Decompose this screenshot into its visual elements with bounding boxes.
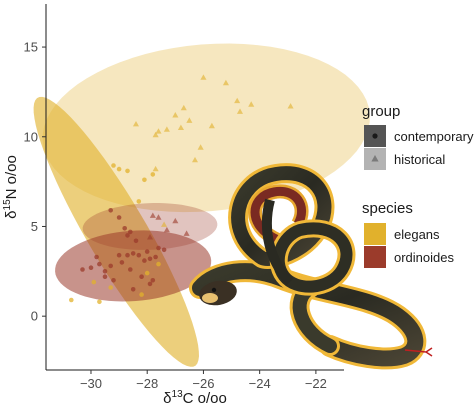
point-ordinoides-historical [155,214,162,220]
point-elegans-historical [155,128,162,134]
point-elegans-historical [132,121,139,127]
point-ordinoides-contemporary [125,233,130,238]
point-elegans-contemporary [150,172,156,177]
point-ordinoides-contemporary [108,208,113,213]
y-tick-label: 10 [24,129,38,144]
point-elegans-historical [161,221,168,227]
axes: −30 −28 −26 −24 −22 0 5 10 15 [24,4,344,391]
point-ordinoides-contemporary [150,278,156,283]
point-elegans-historical [177,124,184,130]
point-elegans-historical [152,131,159,138]
point-elegans-historical [248,101,255,107]
point-ordinoides-contemporary [147,256,153,262]
point-ordinoides-contemporary [102,269,108,274]
point-elegans-historical [197,144,204,150]
point-ordinoides-contemporary [111,278,116,283]
plot-area [33,43,370,367]
point-elegans-contemporary [111,163,116,168]
y-tick-label: 5 [31,219,38,234]
point-elegans-historical [180,104,187,111]
y-axis-title: δ15N o/oo [2,155,20,219]
legend-label-ordinoides: ordinoides [394,250,454,265]
point-ordinoides-contemporary [116,215,122,220]
point-ordinoides-historical [147,234,154,240]
point-elegans-contemporary [108,285,113,290]
point-ordinoides-contemporary [161,247,167,253]
point-elegans-historical [152,165,159,172]
point-elegans-contemporary [69,297,74,303]
point-elegans-historical [287,103,294,109]
point-ordinoides-contemporary [153,254,158,260]
point-ordinoides-contemporary [133,238,139,244]
legend-label-contemporary: contemporary [394,129,474,144]
x-tick-label: −22 [305,376,327,391]
y-tick-label: 0 [31,309,38,324]
point-ordinoides-contemporary [128,229,133,235]
point-ordinoides-contemporary [128,267,133,272]
point-ordinoides-contemporary [142,258,147,263]
point-ordinoides-contemporary [122,226,127,231]
legend-label-historical: historical [394,152,445,167]
point-elegans-historical [172,112,179,118]
point-ordinoides-historical [183,230,190,236]
legend-marker-historical [371,155,379,162]
point-elegans-contemporary [116,166,122,172]
point-elegans-historical [192,156,198,163]
x-ticks: −30 −28 −26 −24 −22 [80,370,327,391]
legend-marker-contemporary [372,133,378,139]
point-elegans-contemporary [91,279,97,285]
point-elegans-historical [200,74,207,80]
point-elegans-contemporary [156,261,161,267]
point-ordinoides-historical [172,217,179,224]
point-elegans-historical [222,79,229,86]
point-elegans-historical [236,108,243,114]
point-ordinoides-contemporary [102,274,108,280]
point-elegans-contemporary [97,299,102,305]
snake-illustration [189,163,433,370]
legend-species-title: species [362,200,413,217]
y-tick-label: 15 [24,40,38,55]
x-tick-label: −26 [192,376,214,391]
point-elegans-historical [163,126,170,132]
point-elegans-historical [234,97,241,104]
point-ordinoides-contemporary [108,263,113,269]
point-ordinoides-contemporary [94,254,99,260]
ellipse-elegans-contemporary [33,96,199,367]
point-ordinoides-contemporary [88,265,94,271]
legend-group: group contemporary historical [362,103,474,170]
point-elegans-contemporary [142,177,147,183]
point-ordinoides-contemporary [136,252,142,258]
point-ordinoides-contemporary [130,251,136,256]
x-axis-title: δ13C o/oo [163,389,227,407]
point-ordinoides-contemporary [97,261,102,267]
point-ordinoides-contemporary [80,267,85,272]
point-elegans-historical [186,117,193,123]
point-ordinoides-contemporary [130,287,136,292]
legend-key-ordinoides [364,246,386,268]
point-ordinoides-historical [149,212,156,218]
point-elegans-contemporary [139,292,144,297]
point-elegans-historical [208,122,215,129]
point-elegans-contemporary [144,270,150,276]
legend-species: species elegans ordinoides [362,200,454,268]
points-layer [69,74,294,305]
point-ordinoides-contemporary [139,274,144,280]
legend-label-elegans: elegans [394,227,440,242]
point-ordinoides-contemporary [147,281,153,287]
x-tick-label: −30 [80,376,102,391]
point-ordinoides-contemporary [125,252,130,258]
point-ordinoides-contemporary [116,252,122,258]
point-ordinoides-contemporary [156,245,161,251]
x-tick-label: −28 [136,376,158,391]
point-ordinoides-contemporary [119,260,125,265]
point-ordinoides-contemporary [144,249,150,254]
point-elegans-contemporary [125,168,130,174]
point-elegans-contemporary [136,199,142,204]
x-tick-label: −24 [249,376,271,391]
legend-group-title: group [362,103,400,120]
point-ordinoides-historical [163,226,170,233]
legend-key-elegans [364,223,386,245]
y-ticks: 0 5 10 15 [24,40,46,324]
